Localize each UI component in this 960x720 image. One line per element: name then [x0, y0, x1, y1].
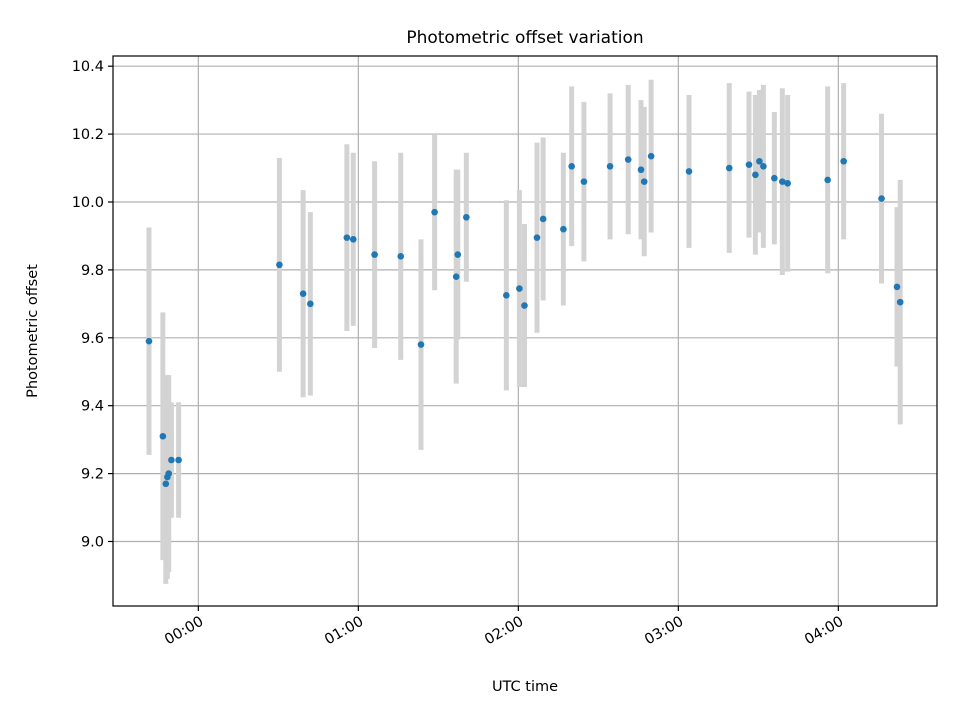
x-axis-label: UTC time	[492, 679, 558, 695]
data-point	[896, 298, 904, 306]
data-point	[503, 292, 510, 299]
data-point	[162, 480, 170, 488]
data-point	[516, 285, 523, 292]
data-point	[647, 152, 655, 160]
chart-title: Photometric offset variation	[406, 28, 643, 48]
data-point	[756, 157, 763, 165]
data-point	[760, 163, 767, 170]
data-point	[175, 456, 182, 464]
y-axis-label: Photometric offset	[25, 264, 41, 398]
data-point	[165, 470, 173, 477]
data-point	[452, 273, 460, 280]
data-point	[580, 178, 588, 185]
data-point	[307, 300, 314, 308]
data-point	[168, 456, 175, 464]
data-point	[533, 234, 541, 241]
data-point	[624, 156, 632, 163]
data-point	[606, 163, 614, 170]
data-point	[637, 166, 645, 174]
data-point	[159, 432, 167, 440]
data-point	[371, 251, 378, 258]
data-point	[725, 164, 733, 172]
data-point	[745, 161, 753, 168]
data-point	[417, 341, 425, 348]
y-tick-label: 9.4	[81, 399, 104, 415]
data-point	[431, 208, 438, 216]
data-point	[568, 163, 575, 170]
data-point	[463, 213, 470, 221]
data-point	[276, 261, 283, 269]
data-point	[299, 290, 307, 297]
data-point	[454, 251, 462, 258]
data-point	[397, 253, 405, 260]
data-point	[840, 157, 847, 165]
data-point	[824, 176, 831, 184]
axes-frame	[112, 55, 938, 607]
data-points	[145, 152, 904, 488]
data-point	[640, 178, 648, 185]
data-point	[752, 171, 759, 179]
data-point	[560, 225, 567, 233]
y-tick-label: 9.0	[81, 534, 104, 550]
data-point	[521, 302, 528, 309]
data-point	[771, 174, 778, 182]
y-tick-label: 9.8	[81, 263, 104, 279]
data-point	[878, 195, 885, 202]
y-tick-label: 10.0	[72, 195, 104, 211]
data-point	[343, 234, 351, 241]
y-tick-label: 9.2	[81, 467, 104, 483]
data-point	[539, 215, 547, 223]
data-point	[349, 236, 357, 243]
data-point	[893, 283, 901, 291]
data-point	[779, 178, 786, 185]
data-point	[685, 168, 693, 175]
data-point	[784, 180, 791, 187]
y-tick-label: 9.6	[81, 331, 104, 347]
y-tick-label: 10.4	[72, 59, 104, 75]
data-point	[145, 337, 153, 345]
y-tick-label: 10.2	[72, 127, 104, 143]
